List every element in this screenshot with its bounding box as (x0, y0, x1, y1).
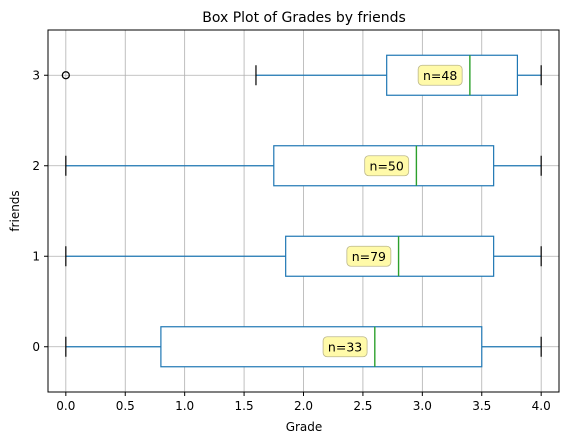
box-group-3: n=48 (61, 54, 542, 96)
box-series: n=33 n=79 n=50 n=48 (61, 54, 542, 368)
n-annotation-box (346, 245, 392, 267)
y-tick-label: 1 (32, 249, 40, 263)
chart-title: Box Plot of Grades by friends (202, 10, 406, 26)
n-annotation-box (417, 64, 463, 86)
y-axis-label: friends (8, 190, 22, 231)
n-annotation-box (364, 155, 410, 177)
y-tick-label: 0 (32, 340, 40, 354)
y-tick-label: 2 (32, 159, 40, 173)
n-annotation-label: n=48 (423, 68, 457, 83)
x-tick-label: 2.0 (294, 399, 313, 413)
x-axis-label: Grade (286, 420, 323, 434)
x-tick-label: 0.5 (116, 399, 135, 413)
n-annotation-box (322, 336, 368, 358)
x-tick-label: 3.0 (413, 399, 432, 413)
plot-frame (47, 29, 560, 393)
x-tick-label: 3.5 (472, 399, 491, 413)
x-tick-label: 0.0 (56, 399, 75, 413)
x-tick-label: 2.5 (353, 399, 372, 413)
x-tick-label: 1.0 (175, 399, 194, 413)
box-group-1: n=79 (65, 235, 542, 277)
n-annotation-label: n=33 (328, 339, 362, 354)
x-tick-label: 1.5 (235, 399, 254, 413)
n-annotation-label: n=79 (352, 249, 386, 264)
y-axis-ticks: 0 1 2 3 (32, 68, 48, 354)
box-iqr (160, 326, 483, 368)
x-axis-ticks: 0.0 0.5 1.0 1.5 2.0 2.5 3.0 3.5 4.0 (56, 392, 551, 413)
box-group-2: n=50 (65, 145, 542, 187)
box-group-0: n=33 (65, 326, 542, 368)
y-tick-label: 3 (32, 68, 40, 82)
x-tick-label: 4.0 (532, 399, 551, 413)
n-annotation-label: n=50 (370, 158, 404, 173)
flier-point (61, 71, 70, 80)
